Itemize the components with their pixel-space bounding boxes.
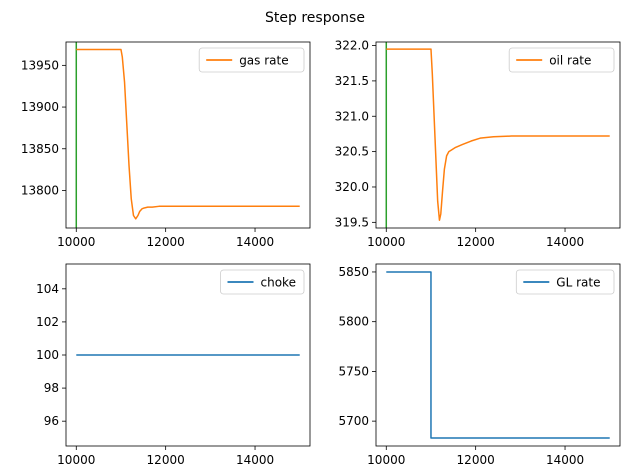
y-tick-label: 320.0 xyxy=(335,180,369,194)
series-line-oil-rate xyxy=(386,48,610,221)
legend-label: GL rate xyxy=(556,276,600,290)
x-tick-label: 12000 xyxy=(457,235,495,249)
legend: gas rate xyxy=(198,47,305,73)
x-tick-label: 14000 xyxy=(546,235,584,249)
x-tick-label: 12000 xyxy=(147,235,185,249)
x-tick-label: 14000 xyxy=(236,235,274,249)
legend-box xyxy=(198,47,305,73)
y-tick-label: 104 xyxy=(36,282,59,296)
x-tick-label: 14000 xyxy=(236,453,274,467)
y-tick-label: 5700 xyxy=(338,414,369,428)
x-tick-label: 10000 xyxy=(57,235,95,249)
axes-frame xyxy=(375,41,621,229)
legend-box xyxy=(220,269,305,295)
y-tick-label: 321.5 xyxy=(335,74,369,88)
series-line-gl-rate xyxy=(386,271,610,439)
axes-frame xyxy=(375,263,621,447)
y-tick-label: 5750 xyxy=(338,364,369,378)
y-tick-label: 100 xyxy=(36,348,59,362)
subplot-choke: 10000 12000 14000 96 98 100 102 104 choke xyxy=(36,263,311,467)
y-tick-label: 96 xyxy=(44,414,59,428)
y-tick-label: 13900 xyxy=(21,100,59,114)
y-tick-label: 102 xyxy=(36,315,59,329)
legend: choke xyxy=(220,269,305,295)
subplot-panels: 10000 12000 14000 13800 13850 13900 13950 gas r… xyxy=(21,39,621,467)
y-tick-label: 13800 xyxy=(21,183,59,197)
y-tick-label: 321.0 xyxy=(335,109,369,123)
legend: GL rate xyxy=(515,269,615,295)
x-tick-label: 12000 xyxy=(457,453,495,467)
x-tick-label: 10000 xyxy=(367,453,405,467)
y-tick-label: 320.5 xyxy=(335,145,369,159)
legend-label: choke xyxy=(261,276,296,290)
y-tick-label: 5850 xyxy=(338,265,369,279)
x-tick-label: 10000 xyxy=(57,453,95,467)
y-tick-label: 319.5 xyxy=(335,215,369,229)
y-tick-label: 13850 xyxy=(21,142,59,156)
x-tick-label: 14000 xyxy=(546,453,584,467)
axes-frame xyxy=(65,41,311,229)
legend-label: gas rate xyxy=(239,54,288,68)
x-tick-label: 10000 xyxy=(367,235,405,249)
series-line-gas-rate xyxy=(76,48,300,220)
figure-title: Step response xyxy=(265,10,365,26)
y-tick-label: 13950 xyxy=(21,58,59,72)
y-tick-label: 98 xyxy=(44,381,59,395)
y-tick-label: 322.0 xyxy=(335,39,369,53)
legend-label: oil rate xyxy=(549,54,591,68)
subplot-gl: 10000 12000 14000 5700 5750 5800 5850 GL rate xyxy=(338,263,621,467)
subplot-gas: 10000 12000 14000 13800 13850 13900 13950 gas r… xyxy=(21,41,311,249)
subplot-oil: 10000 12000 14000 319.5 320.0 320.5 321.0 321.5… xyxy=(335,39,621,249)
x-tick-label: 12000 xyxy=(147,453,185,467)
legend-box xyxy=(515,269,615,295)
legend-box xyxy=(508,47,615,73)
y-tick-label: 5800 xyxy=(338,315,369,329)
legend: oil rate xyxy=(508,47,615,73)
